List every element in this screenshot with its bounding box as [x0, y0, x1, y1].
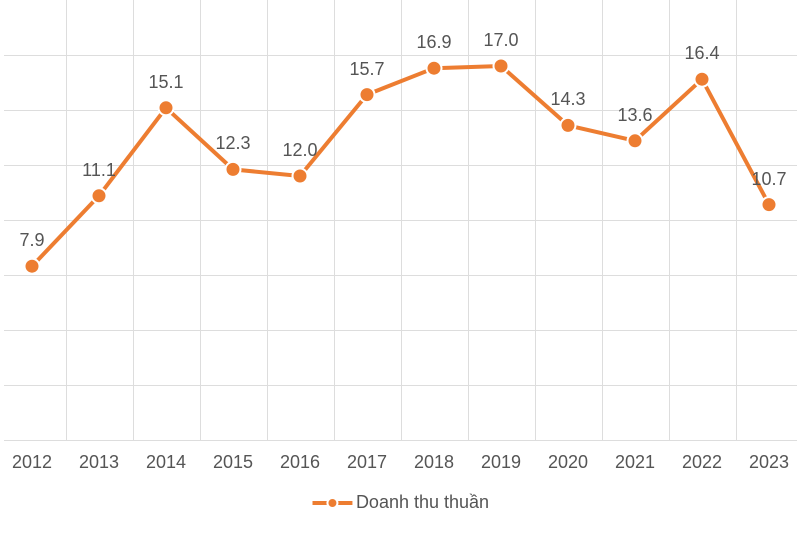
x-tick-label: 2021	[615, 452, 655, 473]
data-label: 15.1	[148, 72, 183, 93]
x-tick-label: 2019	[481, 452, 521, 473]
legend-swatch	[312, 497, 352, 509]
x-tick-label: 2017	[347, 452, 387, 473]
x-tick-label: 2016	[280, 452, 320, 473]
revenue-line-chart: Doanh thu thuần 7.9 11.1 15.1 12.3 12.0 15.7 1…	[0, 0, 801, 534]
data-label: 12.0	[282, 140, 317, 161]
data-point	[561, 118, 576, 133]
x-tick-label: 2013	[79, 452, 119, 473]
data-label: 16.9	[416, 32, 451, 53]
data-label: 13.6	[617, 105, 652, 126]
data-point	[494, 59, 509, 74]
plot-area	[4, 0, 797, 440]
data-point	[293, 169, 308, 184]
series-line	[32, 66, 769, 266]
x-tick-label: 2015	[213, 452, 253, 473]
data-label: 16.4	[684, 43, 719, 64]
x-tick-label: 2020	[548, 452, 588, 473]
data-point	[695, 72, 710, 87]
x-tick-label: 2014	[146, 452, 186, 473]
data-point	[159, 100, 174, 115]
data-point	[92, 188, 107, 203]
data-label: 14.3	[550, 89, 585, 110]
x-tick-label: 2022	[682, 452, 722, 473]
data-point	[226, 162, 241, 177]
gridline-horizontal	[4, 440, 797, 441]
x-tick-label: 2018	[414, 452, 454, 473]
data-label: 15.7	[349, 59, 384, 80]
data-point	[25, 259, 40, 274]
data-point	[360, 87, 375, 102]
x-tick-label: 2012	[12, 452, 52, 473]
data-label: 11.1	[82, 160, 116, 181]
data-point	[762, 197, 777, 212]
data-point	[427, 61, 442, 76]
data-point	[628, 133, 643, 148]
x-tick-label: 2023	[749, 452, 789, 473]
line-series	[4, 0, 797, 440]
legend-label: Doanh thu thuần	[356, 492, 489, 513]
data-label: 7.9	[19, 230, 44, 251]
data-label: 10.7	[751, 169, 786, 190]
data-label: 12.3	[215, 133, 250, 154]
chart-legend: Doanh thu thuần	[312, 492, 489, 513]
data-label: 17.0	[483, 30, 518, 51]
